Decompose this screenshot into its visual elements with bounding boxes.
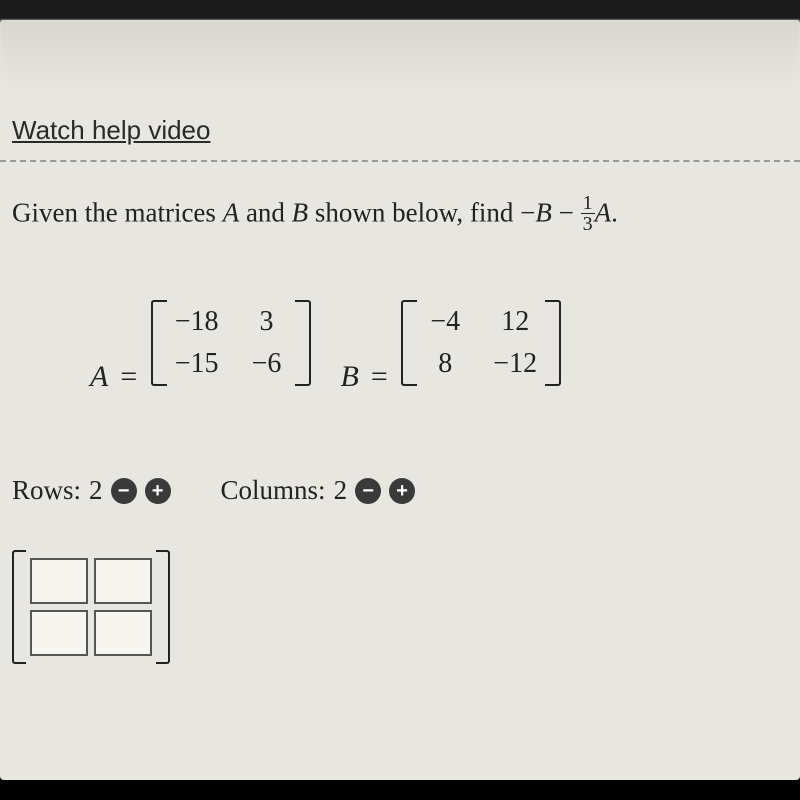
answer-grid	[26, 550, 156, 664]
equals-a: =	[120, 360, 137, 393]
rows-increment-button[interactable]: +	[145, 478, 171, 504]
top-blur	[0, 20, 800, 90]
fraction-one-third: 13	[581, 193, 595, 234]
expr-a: A	[595, 198, 612, 228]
expr-minus: −	[520, 198, 535, 228]
period: .	[611, 198, 618, 228]
columns-increment-button[interactable]: +	[389, 478, 415, 504]
matrix-b-grid: −4 12 8 −12	[417, 300, 545, 386]
var-a: A	[223, 198, 240, 228]
section-divider	[0, 160, 800, 162]
text-prefix: Given the matrices	[12, 198, 223, 228]
problem-statement: Given the matrices A and B shown below, …	[12, 195, 618, 236]
matrix-a-cell: −18	[175, 306, 219, 338]
equals-b: =	[371, 360, 388, 393]
bracket-left-icon	[401, 300, 417, 386]
bottom-bar	[0, 780, 800, 800]
expr-minus2: −	[552, 198, 581, 228]
matrix-a-label: A	[90, 360, 108, 393]
frac-den: 3	[581, 214, 595, 234]
matrix-b-group: B = −4 12 8 −12	[341, 300, 562, 394]
columns-control: Columns: 2 − +	[221, 475, 416, 506]
matrix-b-cell: 8	[425, 348, 465, 380]
rows-value: 2	[89, 475, 103, 506]
bracket-right-icon	[295, 300, 311, 386]
rows-label: Rows:	[12, 475, 81, 506]
answer-cell-input[interactable]	[30, 558, 88, 604]
bracket-right-icon	[545, 300, 561, 386]
columns-value: 2	[334, 475, 348, 506]
matrices-display: A= −18 3 −15 −6 B= −4 12 8 −	[90, 300, 561, 394]
text-mid2: shown below, find	[308, 198, 520, 228]
matrix-b-cell: −12	[493, 348, 537, 380]
var-b: B	[292, 198, 309, 228]
columns-label: Columns:	[221, 475, 326, 506]
bracket-left-icon	[12, 550, 26, 664]
matrix-b-cell: −4	[425, 306, 465, 338]
columns-decrement-button[interactable]: −	[355, 478, 381, 504]
answer-cell-input[interactable]	[30, 610, 88, 656]
frac-num: 1	[581, 193, 595, 214]
answer-matrix	[12, 550, 170, 664]
answer-cell-input[interactable]	[94, 610, 152, 656]
rows-decrement-button[interactable]: −	[111, 478, 137, 504]
app-screen: Watch help video Given the matrices A an…	[0, 20, 800, 780]
dimension-controls: Rows: 2 − + Columns: 2 − +	[12, 475, 415, 506]
matrix-b: −4 12 8 −12	[401, 300, 561, 386]
bracket-left-icon	[151, 300, 167, 386]
expr-b: B	[535, 198, 552, 228]
matrix-a-cell: 3	[247, 306, 287, 338]
text-mid1: and	[239, 198, 291, 228]
matrix-b-label: B	[341, 360, 359, 393]
matrix-b-cell: 12	[493, 306, 537, 338]
matrix-a-grid: −18 3 −15 −6	[167, 300, 295, 386]
matrix-a-cell: −6	[247, 348, 287, 380]
matrix-a: −18 3 −15 −6	[151, 300, 311, 386]
watch-help-video-link[interactable]: Watch help video	[12, 115, 210, 146]
answer-cell-input[interactable]	[94, 558, 152, 604]
rows-control: Rows: 2 − +	[12, 475, 171, 506]
matrix-a-group: A = −18 3 −15 −6	[90, 300, 311, 394]
bracket-right-icon	[156, 550, 170, 664]
matrix-a-cell: −15	[175, 348, 219, 380]
